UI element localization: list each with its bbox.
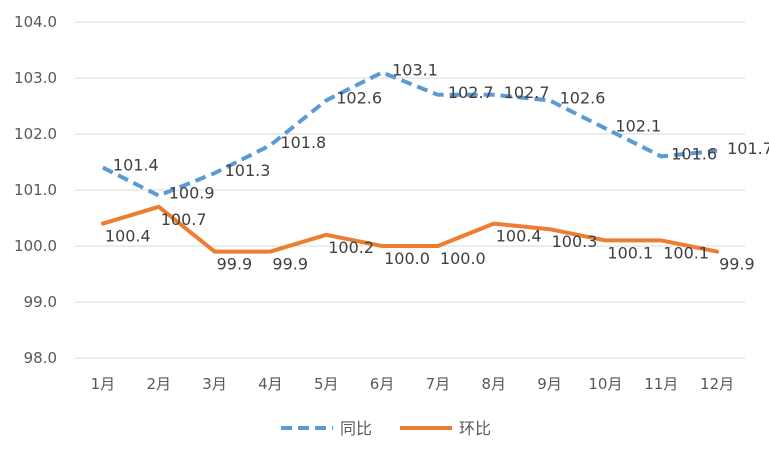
data-label: 102.6 — [336, 88, 382, 107]
x-axis: 1月 2月 3月 4月 5月 6月 7月 8月 9月 10月 11月 12月 — [91, 375, 734, 393]
data-point — [659, 238, 663, 242]
data-point — [268, 143, 272, 147]
data-label: 100.1 — [663, 243, 709, 262]
data-label: 102.6 — [560, 88, 606, 107]
x-tick-label: 3月 — [202, 375, 227, 393]
legend-label: 同比 — [340, 419, 372, 438]
x-tick-label: 1月 — [91, 375, 116, 393]
data-label: 99.9 — [719, 255, 755, 274]
y-tick-label: 100.0 — [14, 237, 57, 255]
data-label: 100.9 — [169, 184, 215, 203]
y-tick-label: 101.0 — [14, 181, 57, 199]
x-tick-label: 9月 — [537, 375, 562, 393]
data-label: 101.4 — [113, 156, 159, 175]
data-point — [380, 244, 384, 248]
y-tick-label: 103.0 — [14, 69, 57, 87]
data-label: 101.8 — [280, 133, 326, 152]
data-label: 100.1 — [607, 243, 653, 262]
data-point — [492, 222, 496, 226]
series-lines — [100, 70, 720, 254]
data-point — [603, 126, 607, 130]
x-tick-label: 7月 — [426, 375, 451, 393]
data-point — [548, 227, 552, 231]
data-point — [380, 70, 384, 74]
legend-item-mom[interactable]: 环比 — [400, 419, 491, 438]
data-point — [436, 244, 440, 248]
data-label: 101.3 — [225, 161, 271, 180]
data-point — [324, 98, 328, 102]
data-label: 100.0 — [384, 249, 430, 268]
data-label: 100.2 — [328, 238, 374, 257]
data-point — [157, 194, 161, 198]
data-label: 102.7 — [448, 83, 494, 102]
data-point — [324, 233, 328, 237]
y-tick-label: 98.0 — [24, 349, 57, 367]
data-point — [268, 250, 272, 254]
x-tick-label: 4月 — [258, 375, 283, 393]
data-point — [157, 205, 161, 209]
data-label: 100.4 — [496, 227, 542, 246]
legend-item-yoy[interactable]: 同比 — [281, 419, 372, 438]
data-label: 100.0 — [440, 249, 486, 268]
data-label: 100.4 — [105, 227, 151, 246]
data-labels: 101.4 100.9 101.3 101.8 102.6 103.1 102.7 102.7… — [105, 60, 769, 273]
legend-label: 环比 — [459, 419, 491, 438]
data-point — [101, 166, 105, 170]
data-label: 100.3 — [552, 232, 598, 251]
data-point — [213, 250, 217, 254]
data-label: 101.7 — [727, 139, 769, 158]
x-tick-label: 8月 — [481, 375, 506, 393]
data-label: 102.1 — [615, 116, 661, 135]
data-point — [715, 250, 719, 254]
legend[interactable]: 同比 环比 — [281, 419, 491, 438]
series-line-yoy — [102, 70, 718, 198]
x-tick-label: 10月 — [588, 375, 622, 393]
x-tick-label: 5月 — [314, 375, 339, 393]
data-point — [213, 171, 217, 175]
y-axis: 98.0 99.0 100.0 101.0 102.0 103.0 104.0 — [14, 13, 57, 367]
data-point — [659, 154, 663, 158]
y-tick-label: 104.0 — [14, 13, 57, 31]
data-label: 99.9 — [272, 255, 308, 274]
x-tick-label: 12月 — [700, 375, 734, 393]
data-label: 100.7 — [161, 210, 207, 229]
series-line-mom — [100, 204, 720, 254]
x-tick-label: 2月 — [146, 375, 171, 393]
y-tick-label: 99.0 — [24, 293, 57, 311]
x-tick-label: 11月 — [644, 375, 678, 393]
data-label: 99.9 — [217, 255, 253, 274]
data-label: 102.7 — [504, 83, 550, 102]
x-tick-label: 6月 — [370, 375, 395, 393]
data-label: 103.1 — [392, 60, 438, 79]
y-tick-label: 102.0 — [14, 125, 57, 143]
data-point — [603, 238, 607, 242]
data-point — [436, 93, 440, 97]
data-point — [101, 222, 105, 226]
data-label: 101.6 — [671, 144, 717, 163]
